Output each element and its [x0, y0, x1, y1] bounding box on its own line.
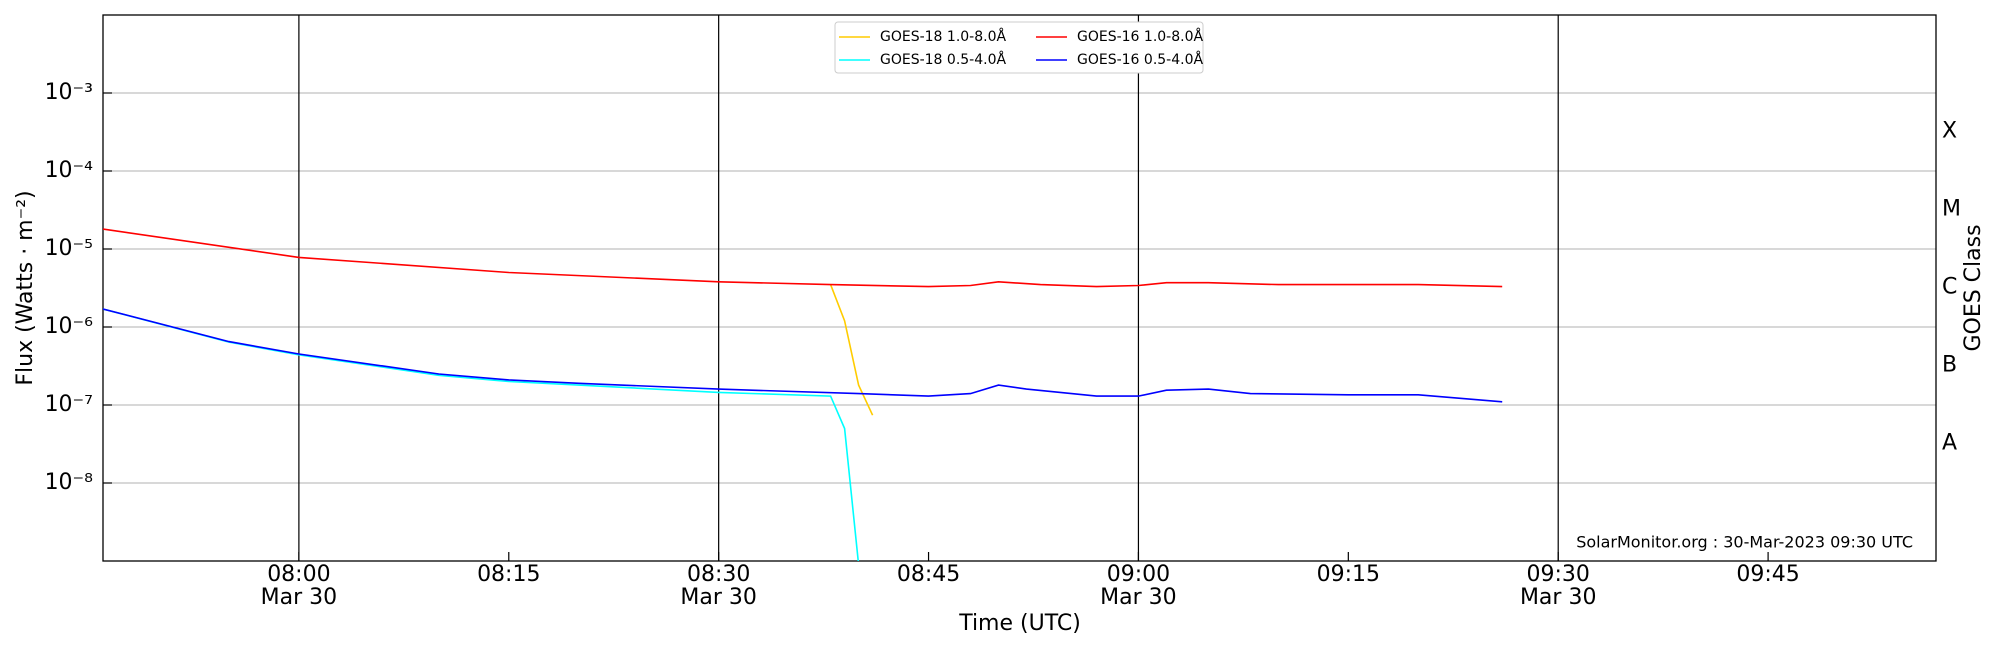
x-tick-label: 08:15 — [477, 562, 540, 587]
y2-axis-label: GOES Class — [1961, 224, 1986, 351]
y-tick-label: 10⁻⁷ — [45, 392, 93, 417]
y-tick-label: 10⁻³ — [45, 80, 93, 105]
x-tick-date: Mar 30 — [680, 585, 757, 610]
y-tick-label: 10⁻⁴ — [45, 158, 94, 183]
y2-tick-label: B — [1942, 353, 1957, 378]
series-line — [829, 284, 874, 416]
series-line — [103, 308, 1503, 403]
legend-label: GOES-18 0.5-4.0Å — [880, 51, 1006, 68]
legend-box — [834, 21, 1204, 74]
x-tick-label: 09:30 — [1527, 562, 1590, 587]
x-tick-date: Mar 30 — [1520, 585, 1597, 610]
y2-tick-label: M — [1942, 197, 1961, 222]
x-tick-label: 09:00 — [1107, 562, 1170, 587]
y2-tick-label: A — [1942, 431, 1957, 456]
y-axis-label: Flux (Watts · m⁻²) — [13, 190, 38, 385]
y-tick-label: 10⁻⁵ — [45, 236, 93, 261]
y2-tick-label: X — [1942, 119, 1957, 144]
y-tick-label: 10⁻⁸ — [45, 470, 94, 495]
series-line — [103, 228, 1503, 288]
series-line — [103, 308, 860, 561]
x-tick-label: 08:00 — [267, 562, 330, 587]
annotation: SolarMonitor.org : 30-Mar-2023 09:30 UTC — [1576, 533, 1913, 552]
x-axis-label: Time (UTC) — [958, 611, 1081, 636]
x-tick-date: Mar 30 — [1100, 585, 1177, 610]
y2-tick-label: C — [1942, 275, 1957, 300]
x-tick-label: 08:45 — [897, 562, 960, 587]
x-tick-label: 09:15 — [1317, 562, 1380, 587]
x-tick-label: 08:30 — [687, 562, 750, 587]
legend-label: GOES-16 1.0-8.0Å — [1077, 28, 1203, 45]
plot-frame — [102, 14, 1937, 562]
legend-label: GOES-16 0.5-4.0Å — [1077, 51, 1203, 68]
x-tick-date: Mar 30 — [261, 585, 338, 610]
x-tick-label: 09:45 — [1736, 562, 1799, 587]
legend-label: GOES-18 1.0-8.0Å — [880, 28, 1006, 45]
plot-area — [103, 228, 1503, 561]
y-tick-label: 10⁻⁶ — [45, 314, 94, 339]
